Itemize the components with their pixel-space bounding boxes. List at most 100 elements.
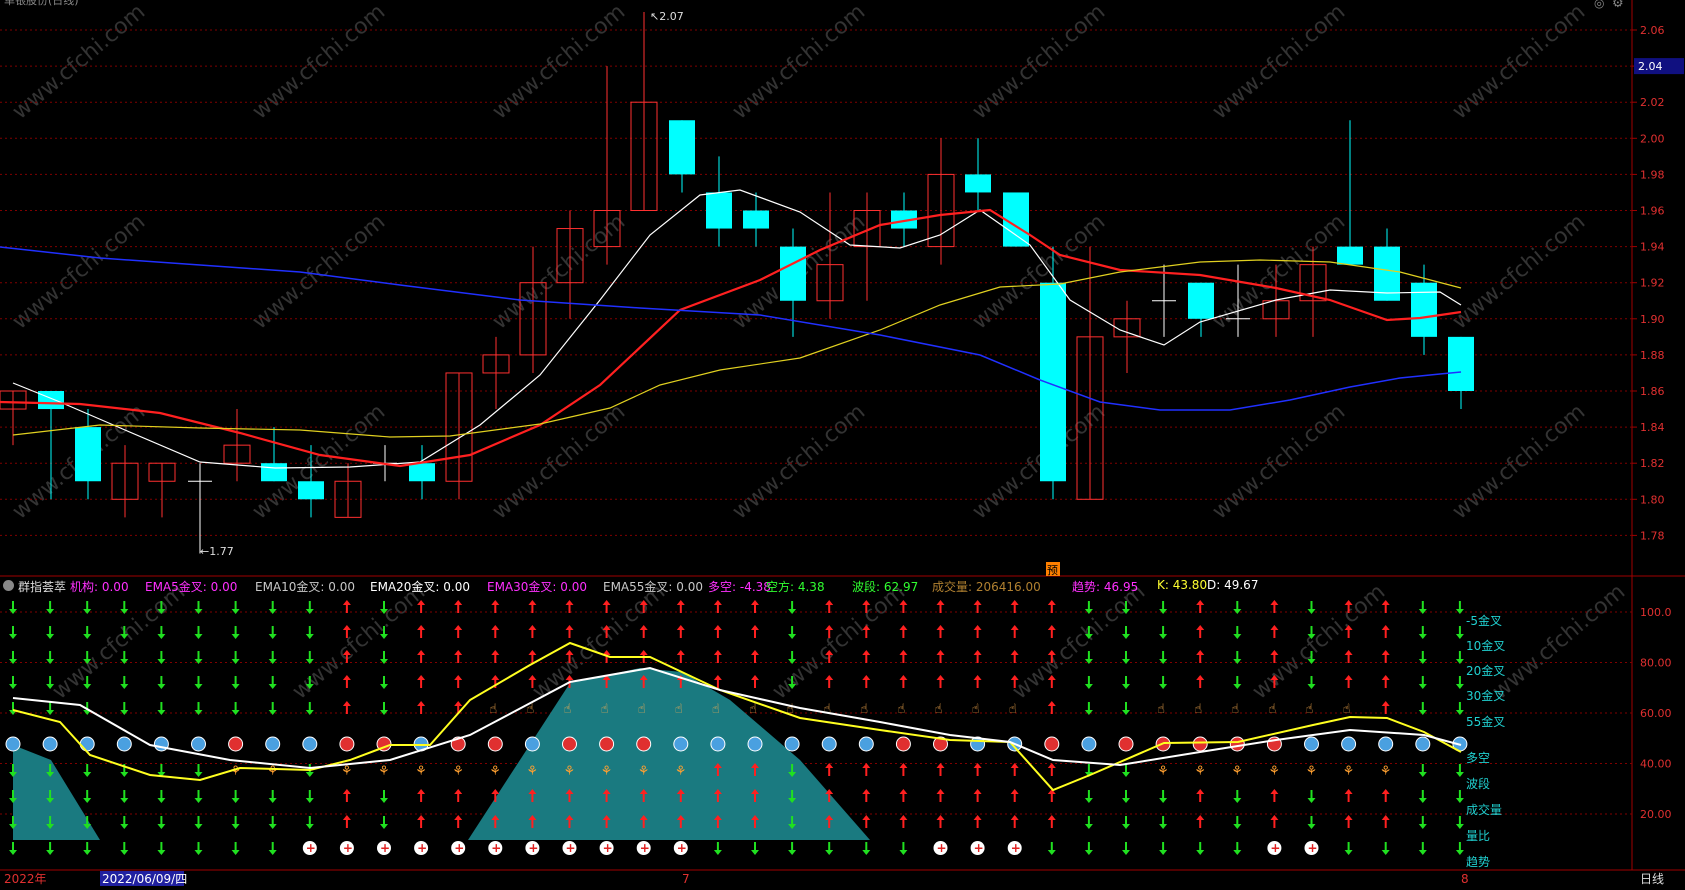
signal-arrow: [1010, 600, 1019, 605]
price-tick-label: 1.98: [1640, 168, 1665, 181]
indicator-value: 机构: 0.00: [70, 580, 129, 594]
watermark-text: www.cfchi.com: [488, 0, 630, 125]
signal-arrow: [825, 789, 834, 794]
watermark-text: www.cfchi.com: [8, 209, 150, 334]
bottom-mark: 7: [682, 872, 690, 886]
candle-body: [519, 282, 547, 356]
trend-plus-icon: +: [566, 841, 576, 855]
trend-plus-icon: +: [306, 841, 316, 855]
bottom-mark: 8: [1461, 872, 1469, 886]
signal-arrow: [305, 609, 314, 614]
signal-arrow: [1418, 798, 1427, 803]
signal-arrow: [1270, 625, 1279, 630]
header-title: 单银股份(日线): [4, 0, 79, 7]
signal-arrow: [1047, 789, 1056, 794]
signal-arrow: [565, 625, 574, 630]
price-tick-label: 1.92: [1640, 277, 1665, 290]
signal-arrow: [602, 650, 611, 655]
runner-icon: ⚘: [1194, 764, 1206, 779]
trend-plus-icon: [673, 841, 688, 855]
trend-plus-icon: [562, 841, 577, 855]
signal-arrow: [46, 824, 55, 829]
bull-bear-ball: [228, 736, 244, 752]
bull-bear-ball: [1044, 736, 1060, 752]
signal-arrow: [342, 789, 351, 794]
candle-body: [409, 463, 435, 482]
signal-arrow: [305, 659, 314, 664]
signal-arrow: [342, 625, 351, 630]
watermark-text: www.cfchi.com: [968, 399, 1110, 524]
indicator-name[interactable]: 群指荟萃: [18, 580, 67, 594]
signal-arrow: [194, 798, 203, 803]
signal-arrow: [973, 675, 982, 680]
signal-arrow: [1455, 684, 1464, 689]
watermark-text: www.cfchi.com: [248, 209, 390, 334]
watermark-text: www.cfchi.com: [1008, 579, 1150, 704]
signal-arrow: [788, 634, 797, 639]
signal-arrow: [1233, 634, 1242, 639]
signal-arrow: [157, 772, 166, 777]
signal-arrow: [1196, 625, 1205, 630]
signal-arrow: [454, 815, 463, 820]
period-label: 日线: [1640, 872, 1664, 886]
signal-arrow: [1010, 789, 1019, 794]
signal-arrow: [1196, 850, 1205, 855]
candle-body: [1374, 246, 1400, 301]
price-tick-label: 1.84: [1640, 421, 1665, 434]
hand-icon: ☝: [1231, 702, 1239, 717]
signal-arrow: [1307, 609, 1316, 614]
indicator-bar: 群指荟萃 机构: 0.00 EMA5金叉: 0.00 EMA10金叉: 0.00 EM…: [0, 577, 1630, 595]
signal-arrow: [973, 763, 982, 768]
bottom-date-box: [100, 871, 184, 886]
signal-arrow: [194, 772, 203, 777]
signal-arrow: [231, 609, 240, 614]
signal-arrow: [120, 710, 129, 715]
signal-arrow: [1455, 659, 1464, 664]
signal-arrow: [120, 772, 129, 777]
current-price-box: [1634, 58, 1684, 75]
price-tick-label: 1.82: [1640, 457, 1665, 470]
trend-plus-icon: +: [528, 841, 538, 855]
signal-arrow: [231, 659, 240, 664]
signal-arrow: [862, 650, 871, 655]
watermark-text: www.cfchi.com: [1488, 579, 1630, 704]
row-label: 多空: [1466, 751, 1490, 765]
signal-arrow: [157, 824, 166, 829]
signal-arrow: [417, 815, 426, 820]
signal-arrow: [157, 710, 166, 715]
candle-body: [1188, 282, 1214, 319]
trend-plus-icon: +: [343, 841, 353, 855]
runner-icon: ⚘: [638, 764, 650, 779]
indicator-value: EMA5金叉: 0.00: [145, 580, 238, 594]
signal-arrow: [9, 659, 17, 664]
trend-plus-icon: +: [454, 841, 464, 855]
signal-arrow: [1159, 850, 1168, 855]
signal-arrow: [1344, 600, 1353, 605]
bottom-date: 2022/06/09/四: [102, 872, 187, 886]
bull-bear-ball: [1192, 736, 1208, 752]
trend-plus-icon: +: [677, 841, 687, 855]
signal-arrow: [825, 763, 834, 768]
signal-arrow: [788, 824, 797, 829]
signal-arrow: [9, 609, 17, 614]
bottom-year: 2022年: [4, 872, 47, 886]
settings-icon: ◎: [1594, 0, 1604, 10]
candle-body: [0, 390, 27, 410]
price-tick-label: 1.94: [1640, 241, 1665, 254]
signal-arrow: [83, 684, 92, 689]
candle-body: [965, 174, 991, 193]
trend-plus-icon: +: [937, 841, 947, 855]
signal-arrow: [454, 675, 463, 680]
signal-arrow: [528, 650, 537, 655]
signal-arrow: [1344, 650, 1353, 655]
signal-arrow: [342, 675, 351, 680]
price-tick-label: 2.02: [1640, 96, 1665, 109]
signal-arrow: [194, 824, 203, 829]
signal-arrow: [639, 789, 648, 794]
indicator-menu-icon[interactable]: [3, 580, 14, 591]
signal-arrow: [83, 824, 92, 829]
runner-icon: ⚘: [415, 764, 427, 779]
signal-arrow: [1084, 798, 1093, 803]
